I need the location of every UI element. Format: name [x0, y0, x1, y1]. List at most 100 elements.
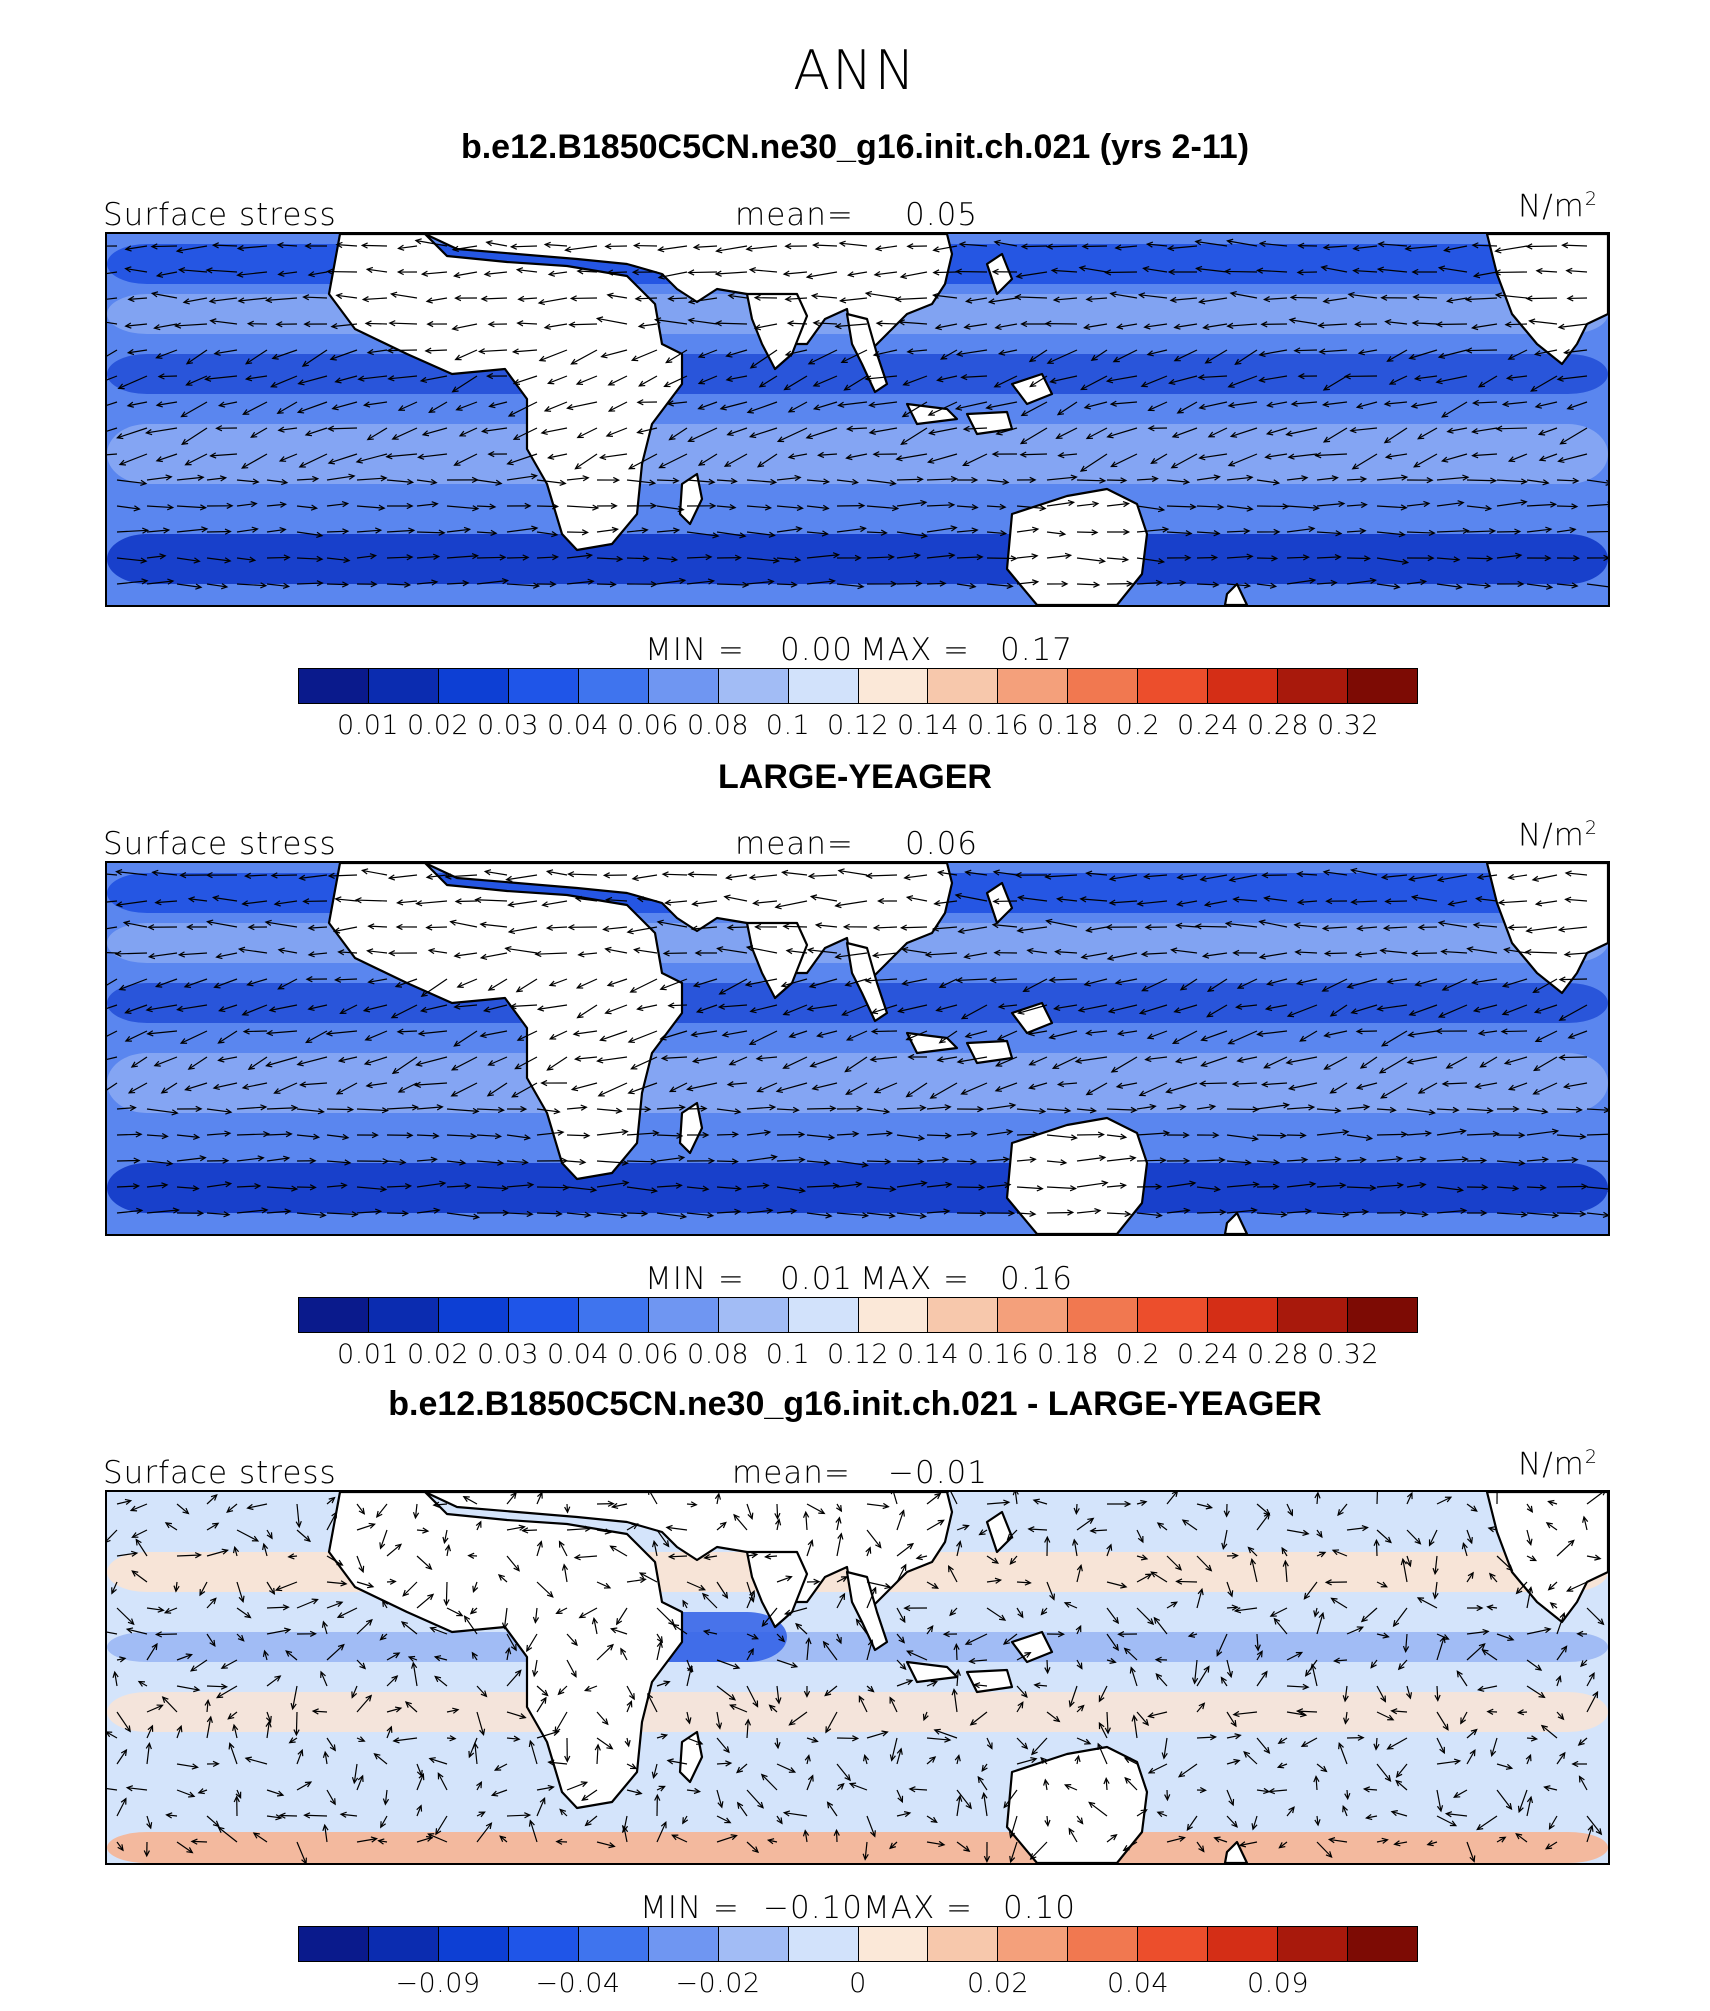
colorbar-tick-label: 0.2 [1115, 1339, 1161, 1370]
colorbar-swatch [1138, 1927, 1209, 1961]
colorbar-tick-label: 0.1 [765, 1339, 811, 1370]
colorbar-swatch [438, 1927, 509, 1961]
colorbar-tick-label: 0.16 [966, 710, 1030, 741]
panel-2-max-value: 0.16 [1000, 1261, 1074, 1297]
colorbar-swatch [998, 1298, 1069, 1332]
colorbar-swatch [648, 1927, 719, 1961]
panel-3-case-title: b.e12.B1850C5CN.ne30_g16.init.ch.021 - L… [388, 1385, 1322, 1423]
panel-3-mean-label: mean= [732, 1455, 851, 1491]
colorbar-tick-label: 0.28 [1246, 710, 1310, 741]
colorbar-tick-label: 0.14 [896, 710, 960, 741]
panel-1-min-label: MIN = [645, 632, 745, 668]
panel-2-units: N/m2 [1518, 817, 1598, 854]
panel-3-colorbar-ticks: −0.09 −0.04 −0.02 0 0.02 0.04 0.09 [298, 1968, 1418, 1999]
colorbar-swatch [1138, 1298, 1209, 1332]
colorbar-tick-label: −0.02 [675, 1968, 761, 1999]
panel-2-colorbar [298, 1297, 1418, 1333]
colorbar-swatch [928, 1298, 999, 1332]
colorbar-swatch [578, 1927, 649, 1961]
colorbar-swatch [578, 1298, 649, 1332]
colorbar-swatch [998, 1927, 1069, 1961]
colorbar-swatch [858, 669, 929, 703]
panel-3-map [105, 1490, 1610, 1865]
panel-2-map [105, 861, 1610, 1236]
panel-3-min-value: −0.10 [763, 1890, 863, 1926]
panel-2-mean-label: mean= [735, 826, 854, 862]
panel-1-units: N/m2 [1518, 188, 1598, 225]
panel-3-min-label: MIN = [640, 1890, 740, 1926]
colorbar-swatch [299, 1927, 369, 1961]
colorbar-swatch [1068, 669, 1139, 703]
colorbar-tick-label: 0.03 [476, 710, 540, 741]
colorbar-swatch [1068, 1298, 1139, 1332]
panel-3-colorbar [298, 1926, 1418, 1962]
colorbar-tick-label: 0.04 [546, 710, 610, 741]
colorbar-tick-label: 0.18 [1036, 1339, 1100, 1370]
colorbar-tick-label: 0.32 [1316, 710, 1380, 741]
colorbar-swatch [858, 1927, 929, 1961]
panel-2-max-label: MAX = [860, 1261, 971, 1297]
colorbar-swatch [508, 1298, 579, 1332]
colorbar-swatch [1348, 1298, 1417, 1332]
colorbar-swatch [648, 669, 719, 703]
colorbar-swatch [718, 669, 789, 703]
colorbar-tick-label: 0 [849, 1968, 867, 1999]
colorbar-tick-label: 0.04 [546, 1339, 610, 1370]
colorbar-swatch [299, 1298, 369, 1332]
colorbar-swatch [788, 1298, 859, 1332]
colorbar-tick-label: 0.08 [686, 710, 750, 741]
panel-1-colorbar-ticks: 0.01 0.02 0.03 0.04 0.06 0.08 0.1 0.12 0.14 0.16 0… [298, 710, 1418, 741]
colorbar-swatch [1348, 669, 1417, 703]
colorbar-tick-label: 0.32 [1316, 1339, 1380, 1370]
colorbar-tick-label: 0.28 [1246, 1339, 1310, 1370]
panel-2-variable: Surface stress [103, 826, 337, 862]
colorbar-swatch [718, 1927, 789, 1961]
panel-3-variable: Surface stress [103, 1455, 337, 1491]
colorbar-tick-label: 0.06 [616, 710, 680, 741]
colorbar-tick-label: 0.12 [826, 1339, 890, 1370]
panel-2-min-label: MIN = [645, 1261, 745, 1297]
colorbar-swatch [1348, 1927, 1417, 1961]
colorbar-tick-label: −0.09 [395, 1968, 481, 1999]
colorbar-swatch [858, 1298, 929, 1332]
panel-1-max-label: MAX = [860, 632, 971, 668]
panel-1-case-title: b.e12.B1850C5CN.ne30_g16.init.ch.021 (yr… [460, 128, 1250, 166]
colorbar-swatch [578, 669, 649, 703]
panel-3-mean-value: −0.01 [888, 1455, 988, 1491]
colorbar-tick-label: 0.03 [476, 1339, 540, 1370]
colorbar-tick-label: 0.01 [336, 1339, 400, 1370]
colorbar-swatch [1208, 1927, 1279, 1961]
colorbar-tick-label: 0.01 [336, 710, 400, 741]
colorbar-swatch [299, 669, 369, 703]
colorbar-tick-label: 0.04 [1106, 1968, 1170, 1999]
panel-1-mean-value: 0.05 [905, 197, 979, 233]
colorbar-tick-label: 0.16 [966, 1339, 1030, 1370]
colorbar-tick-label: 0.08 [686, 1339, 750, 1370]
colorbar-tick-label: 0.2 [1115, 710, 1161, 741]
colorbar-swatch [648, 1298, 719, 1332]
colorbar-swatch [788, 669, 859, 703]
panel-2-min-value: 0.01 [780, 1261, 854, 1297]
colorbar-tick-label: 0.24 [1176, 710, 1240, 741]
colorbar-tick-label: −0.04 [535, 1968, 621, 1999]
panel-3-units: N/m2 [1518, 1446, 1598, 1483]
colorbar-tick-label: 0.06 [616, 1339, 680, 1370]
figure-title: ANN [793, 39, 917, 102]
colorbar-swatch [1068, 1927, 1139, 1961]
colorbar-tick-label: 0.24 [1176, 1339, 1240, 1370]
colorbar-tick-label: 0.18 [1036, 710, 1100, 741]
colorbar-swatch [438, 669, 509, 703]
colorbar-swatch [718, 1298, 789, 1332]
colorbar-swatch [368, 1298, 439, 1332]
colorbar-swatch [928, 669, 999, 703]
colorbar-swatch [438, 1298, 509, 1332]
colorbar-tick-label: 0.02 [966, 1968, 1030, 1999]
panel-1-max-value: 0.17 [1000, 632, 1074, 668]
colorbar-swatch [788, 1927, 859, 1961]
colorbar-swatch [508, 1927, 579, 1961]
colorbar-swatch [1278, 1927, 1349, 1961]
colorbar-tick-label: 0.02 [406, 1339, 470, 1370]
panel-2-mean-value: 0.06 [905, 826, 979, 862]
panel-3-max-label: MAX = [863, 1890, 974, 1926]
colorbar-swatch [368, 1927, 439, 1961]
